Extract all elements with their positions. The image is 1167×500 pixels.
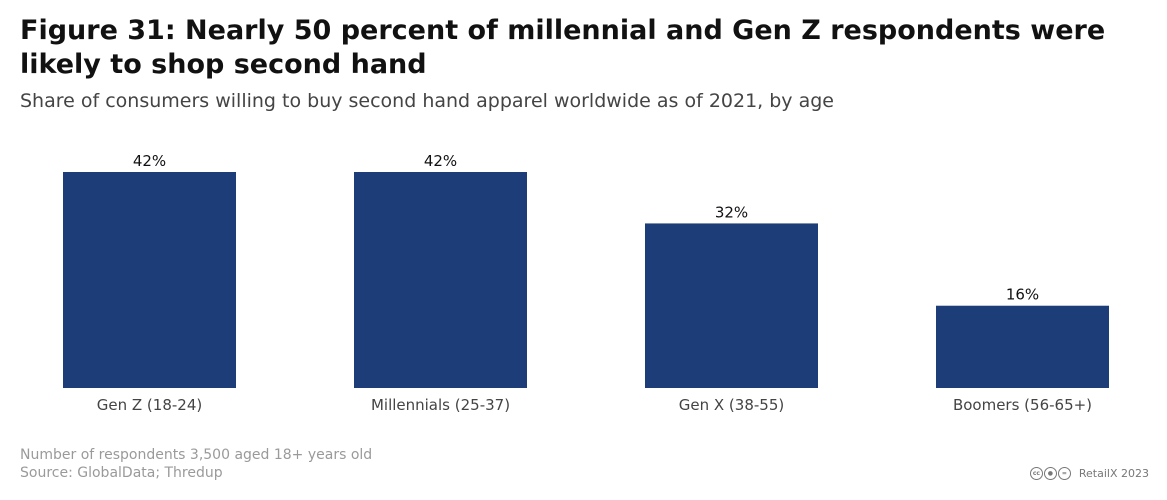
bar-2 [645,223,818,388]
nd-icon: = [1057,467,1071,480]
respondents-note: Number of respondents 3,500 aged 18+ yea… [20,447,373,463]
value-labels-group: 42% 42% 32% 16% [133,152,1039,304]
bar-chart: 42% 42% 32% 16% Gen Z (18-24) Millennials (2… [63,152,1109,414]
category-labels-group: Gen Z (18-24) Millennials (25-37) Gen X (3… [97,396,1092,414]
chart-title: Figure 31: Nearly 50 percent of millenni… [20,15,1106,80]
value-label-3: 16% [1006,286,1039,304]
value-label-0: 42% [133,152,166,170]
category-label-3: Boomers (56-65+) [953,396,1092,414]
value-label-2: 32% [715,203,748,221]
bar-0 [63,172,236,388]
license-icons: cc ● = [1029,467,1071,480]
brand-badge: cc ● = RetailX 2023 [1029,467,1149,480]
by-icon: ● [1043,467,1057,480]
bar-1 [354,172,527,388]
chart-subtitle: Share of consumers willing to buy second… [20,90,834,112]
cc-icon: cc [1029,467,1043,480]
value-label-1: 42% [424,152,457,170]
category-label-0: Gen Z (18-24) [97,396,202,414]
bar-3 [936,305,1109,388]
bars-group [63,172,1109,388]
category-label-2: Gen X (38-55) [679,396,784,414]
brand-text: RetailX 2023 [1078,467,1149,480]
category-label-1: Millennials (25-37) [371,396,510,414]
source-note: Source: GlobalData; Thredup [20,465,223,481]
